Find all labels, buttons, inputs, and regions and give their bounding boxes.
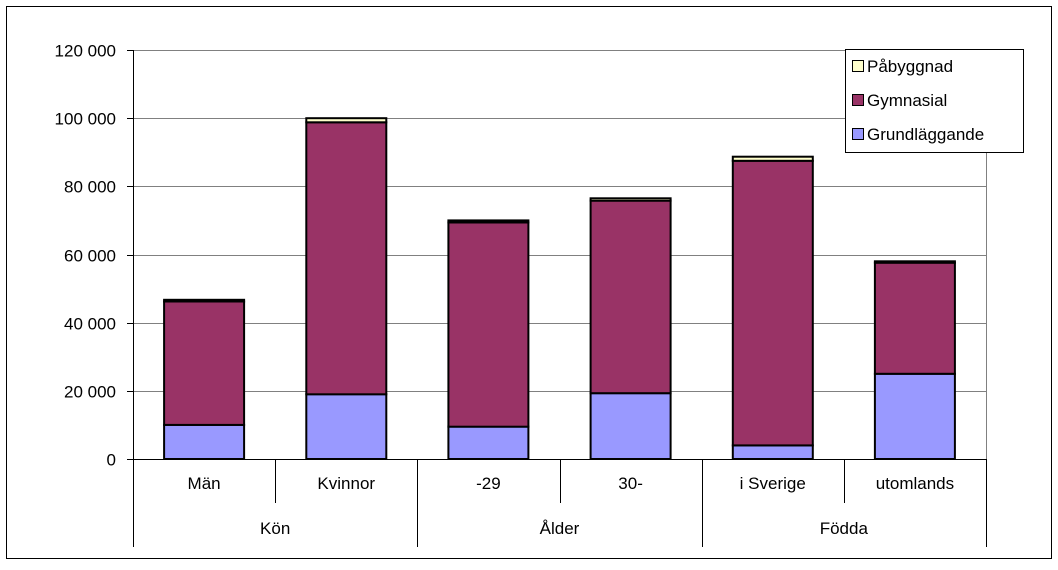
bar-gymnasial-6 [873,261,956,375]
x-axis: Män Kvinnor -29 30- i Sverige utomlands Kön Åld… [133,459,987,547]
legend-swatch [852,128,864,140]
bar-grundläggande-4 [589,392,672,461]
bar-påbyggnad-6 [873,260,956,264]
y-tick-label: 20 000 [64,383,116,402]
group-label: Ålder [540,519,580,538]
category-label: Kvinnor [317,474,375,493]
legend-entry: Grundläggande [867,125,984,144]
bar-grundläggande-6 [873,372,956,460]
category-label: i Sverige [740,474,806,493]
bar-påbyggnad-3 [447,219,530,224]
y-tick-label: 60 000 [64,247,116,266]
legend-entry: Påbyggnad [867,57,953,76]
bar-gymnasial-1 [163,300,246,426]
bar-gymnasial-5 [731,159,814,447]
bar-grundläggande-1 [163,423,246,460]
gridlines [133,118,986,392]
y-axis: 0 20 000 40 000 60 000 80 000 100 000 120 000 [55,42,134,547]
bar-grundläggande-5 [731,444,814,460]
bar-grundläggande-2 [305,393,388,461]
category-label: 30- [618,474,643,493]
bar-gymnasial-3 [447,221,530,428]
legend-entry: Gymnasial [867,91,947,110]
category-label: utomlands [876,474,954,493]
group-label: Födda [820,519,869,538]
group-label: Kön [260,519,290,538]
y-tick-label: 120 000 [55,42,116,61]
y-tick-label: 100 000 [55,110,116,129]
bar-grundläggande-3 [447,425,530,461]
y-tick-label: 0 [107,451,116,470]
y-tick-label: 40 000 [64,315,116,334]
bar-gymnasial-4 [589,199,672,395]
category-label: -29 [476,474,501,493]
bar-gymnasial-2 [305,121,388,396]
bar-påbyggnad-1 [163,298,246,303]
bar-påbyggnad-2 [305,117,388,124]
legend-swatch [852,94,864,106]
y-tick-label: 80 000 [64,178,116,197]
bar-påbyggnad-5 [731,155,814,162]
bar-påbyggnad-4 [589,197,672,202]
chart-border [6,6,1052,559]
bars [163,117,956,461]
legend: Påbyggnad Gymnasial Grundläggande [845,49,1024,153]
legend-swatch [852,60,864,72]
category-label: Män [188,474,221,493]
legend-box [845,49,1024,153]
